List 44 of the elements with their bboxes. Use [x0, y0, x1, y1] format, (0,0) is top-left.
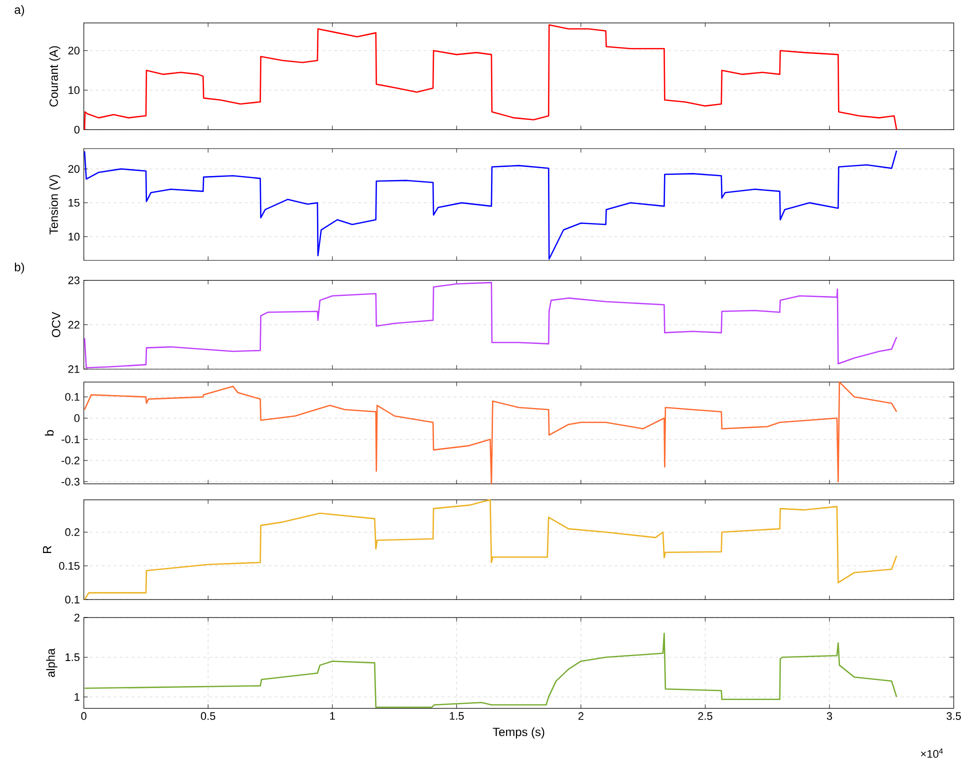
y-tick-label: 10: [68, 232, 80, 240]
x-axis-title: Temps (s): [492, 727, 544, 738]
y-tick-label: -0.2: [62, 456, 80, 464]
x-tick-label: 2: [578, 712, 584, 720]
x-tick-label: 3: [826, 712, 832, 720]
y-tick-label: 21: [68, 365, 80, 373]
y-axis-title: b: [44, 430, 54, 436]
x-tick-label: 2.5: [698, 712, 712, 720]
text: b): [14, 262, 24, 274]
line-series: [84, 150, 898, 260]
line-series: [84, 282, 898, 368]
y-axis-title: Courant (A): [49, 46, 60, 106]
y-tick-label: 23: [68, 276, 80, 284]
y-tick-label: 1.5: [66, 653, 80, 661]
y-tick-label: -0.3: [62, 478, 80, 486]
y-tick-label: 0.15: [59, 562, 80, 570]
line-series: [84, 381, 898, 484]
x-tick-label: 1.5: [450, 712, 464, 720]
y-tick-label: 1: [74, 693, 80, 701]
y-tick-label: 20: [68, 46, 80, 54]
y-tick-label: -0.1: [62, 435, 80, 444]
y-tick-label: 10: [68, 86, 80, 94]
y-tick-label: 0.2: [65, 528, 80, 536]
y-axis-title: OCV: [52, 312, 60, 337]
line-series: [84, 24, 898, 130]
line-series: [84, 499, 898, 600]
x-tick-label: 0: [81, 712, 86, 720]
text: a): [14, 5, 24, 16]
y-axis-title: Tension (V): [49, 175, 60, 234]
y-tick-label: 0.1: [65, 596, 80, 604]
y-tick-label: 0: [74, 414, 80, 422]
line-series: [84, 632, 898, 708]
x-tick-label: 3.5: [946, 712, 961, 720]
y-tick-label: 2: [74, 614, 80, 622]
y-tick-label: 0.1: [65, 392, 80, 401]
y-tick-label: 0: [74, 126, 80, 134]
text: ×10$^{4}$: [921, 748, 943, 758]
y-tick-label: 22: [68, 320, 80, 328]
y-axis-title: alpha: [46, 648, 58, 677]
y-tick-label: 20: [68, 165, 80, 173]
x-tick-label: 1: [330, 712, 335, 720]
y-axis-title: R: [43, 546, 52, 553]
y-tick-label: 15: [68, 198, 80, 207]
x-tick-label: 0.5: [200, 712, 216, 720]
